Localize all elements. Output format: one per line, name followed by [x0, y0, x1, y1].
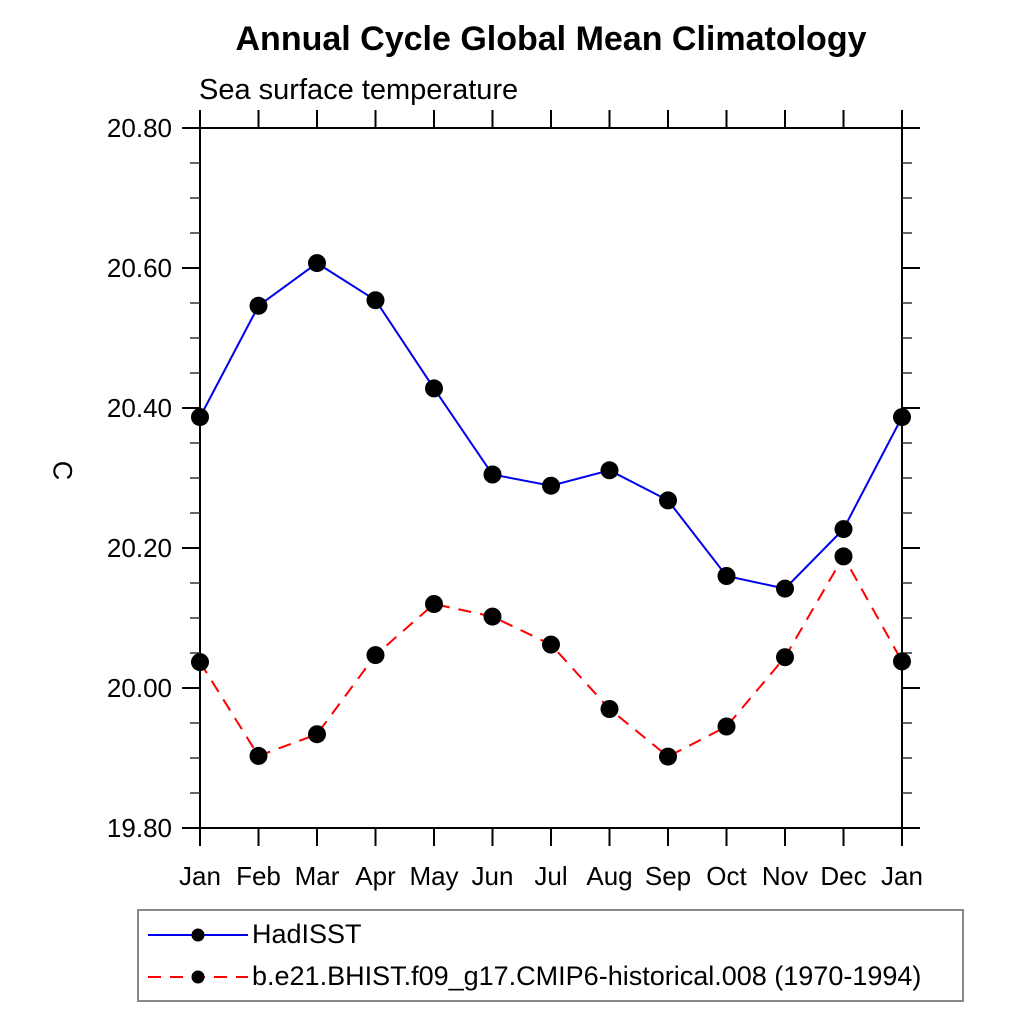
x-tick-label: Dec: [820, 861, 866, 891]
data-point: [834, 520, 853, 539]
data-point: [600, 461, 619, 480]
y-tick-label: 19.80: [107, 813, 172, 843]
legend-item-model: b.e21.BHIST.f09_g17.CMIP6-historical.008…: [144, 956, 962, 998]
x-tick-label: Jul: [534, 861, 567, 891]
x-tick-label: Feb: [236, 861, 281, 891]
y-tick-label: 20.60: [107, 253, 172, 283]
data-point: [659, 491, 677, 510]
x-tick-label: Mar: [295, 861, 340, 891]
x-axis-tick-labels: Jan Feb Mar Apr May Jun Jul Aug Sep Oct Nov Dec Jan: [179, 861, 923, 891]
y-tick-label: 20.20: [107, 533, 172, 563]
data-point: [308, 725, 326, 744]
data-point: [191, 408, 209, 427]
data-point: [366, 291, 385, 310]
x-tick-label: Sep: [645, 861, 691, 891]
data-point: [717, 567, 736, 585]
y-axis-major-ticks: [182, 127, 920, 829]
legend-label-model: b.e21.BHIST.f09_g17.CMIP6-historical.008…: [252, 961, 922, 991]
series-line-1: [199, 554, 903, 758]
y-tick-label: 20.00: [107, 673, 172, 703]
chart-title: Annual Cycle Global Mean Climatology: [235, 20, 867, 58]
data-point: [659, 747, 677, 766]
data-point: [717, 717, 736, 736]
legend-item-hadisst: HadISST: [144, 914, 962, 956]
data-point: [366, 646, 385, 665]
data-point: [191, 653, 209, 672]
y-axis-minor-ticks: [190, 162, 912, 794]
x-tick-label: Oct: [706, 861, 747, 891]
data-point: [542, 635, 560, 654]
data-point: [776, 579, 794, 598]
data-point: [483, 465, 502, 484]
legend-marker-icon: [191, 970, 205, 983]
x-tick-label: May: [409, 861, 458, 891]
x-tick-label: Jan: [179, 861, 221, 891]
data-point: [249, 296, 268, 315]
data-point: [776, 648, 794, 667]
legend-marker-icon: [191, 928, 205, 941]
y-axis-tick-labels: 19.80 20.00 20.20 20.40 20.60 20.80: [107, 113, 172, 843]
legend-label-hadisst: HadISST: [252, 919, 362, 949]
legend-line-sample-dashed: [148, 970, 248, 983]
legend-line-sample-solid: [148, 928, 248, 941]
legend-box: HadISST b.e21.BHIST.f09_g17.CMIP6-histor…: [137, 909, 964, 1002]
x-tick-label: Jan: [881, 861, 923, 891]
data-point: [893, 408, 911, 427]
data-point: [483, 607, 502, 626]
data-point: [308, 254, 326, 273]
data-point: [834, 547, 853, 566]
series-line-0: [199, 261, 903, 590]
x-tick-label: Jun: [472, 861, 514, 891]
x-axis-ticks: [199, 110, 903, 846]
x-tick-label: Nov: [762, 861, 808, 891]
series-markers-0: [191, 254, 911, 598]
y-tick-label: 20.80: [107, 113, 172, 143]
data-point: [600, 700, 619, 718]
data-point: [893, 652, 911, 671]
data-point: [542, 476, 560, 495]
y-tick-label: 20.40: [107, 393, 172, 423]
data-point: [425, 595, 443, 613]
data-point: [249, 746, 268, 765]
x-tick-label: Aug: [586, 861, 632, 891]
x-tick-label: Apr: [355, 861, 396, 891]
chart-subtitle: Sea surface temperature: [199, 74, 519, 106]
series-markers-1: [191, 547, 911, 766]
data-point: [425, 379, 443, 398]
